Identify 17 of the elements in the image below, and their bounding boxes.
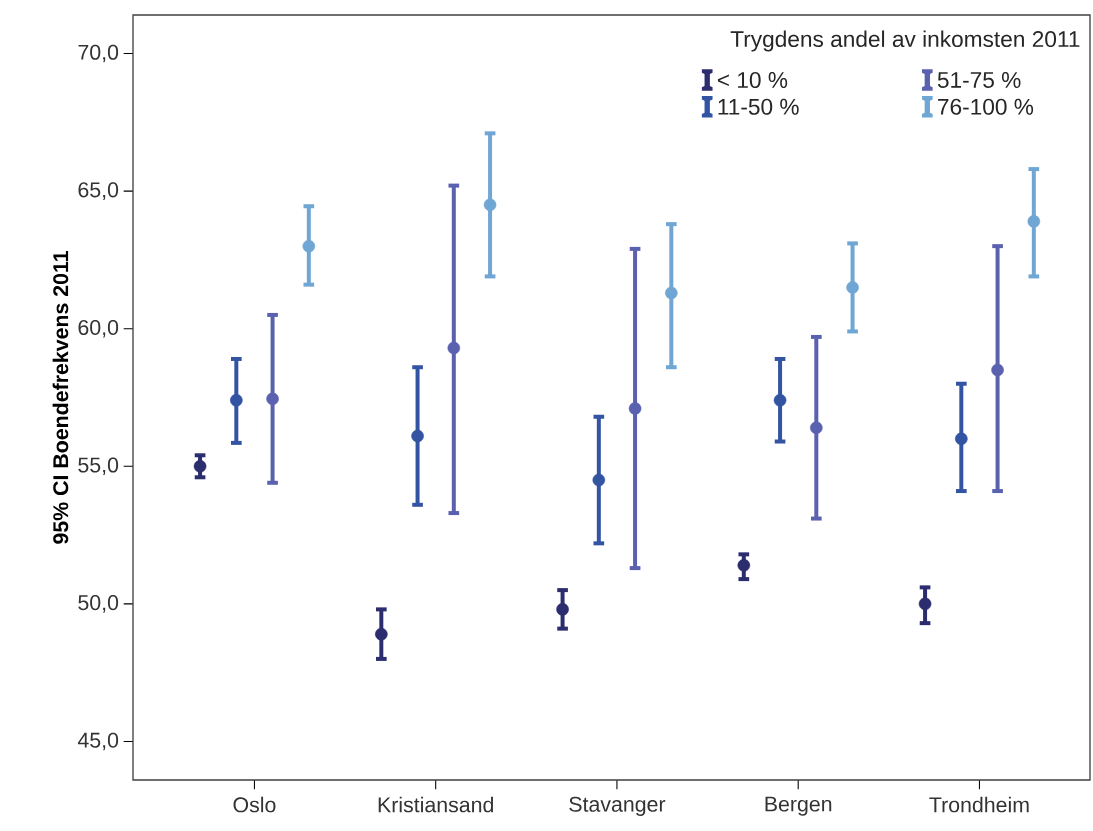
y-tick-label: 50,0 (78, 595, 119, 613)
y-tick-label: 70,0 (78, 44, 119, 63)
y-tick-label: 60,0 (78, 319, 119, 338)
x-tick-label: Bergen (765, 796, 832, 816)
x-tick-label: Kristiansand (378, 796, 494, 813)
legend-label: 11-50 % (718, 98, 799, 115)
x-tick-label: Stavanger (569, 796, 666, 817)
legend-title: Trygdens andel av inkomsten 2011 (730, 30, 1080, 52)
x-tick-label: Oslo (233, 796, 276, 813)
legend-label: 51-75 % (937, 72, 1021, 88)
y-tick-label: 45,0 (77, 732, 119, 751)
y-tick-label: 55,0 (78, 457, 119, 476)
x-tick-label: Trondheim (929, 796, 1029, 813)
y-axis-title: 95% CI Boendefrekvens 2011 (52, 251, 69, 544)
legend-label: < 10 % (717, 71, 788, 89)
legend-label: 76-100 % (938, 98, 1034, 115)
y-tick-label: 65,0 (78, 182, 119, 200)
